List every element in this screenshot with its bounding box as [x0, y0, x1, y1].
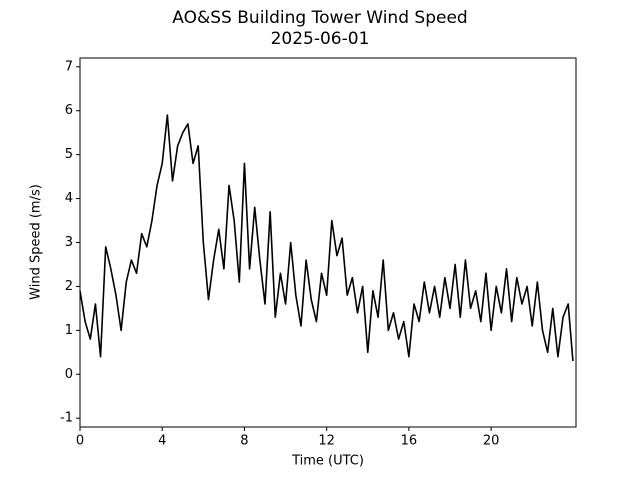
line	[79, 114, 574, 362]
y-axis-label: Wind Speed (m/s)	[29, 184, 44, 300]
y-tick-label: 7	[65, 59, 73, 74]
plot-frame	[79, 57, 577, 428]
x-axis-label: Time (UTC)	[291, 454, 364, 469]
x-tick-label: 12	[318, 434, 335, 449]
y-tick-label: 2	[65, 279, 73, 294]
y-tick-label: 4	[65, 191, 73, 206]
x-tick-label: 8	[240, 434, 248, 449]
x-tick-label: 16	[401, 434, 418, 449]
y-tick-label: 0	[65, 367, 73, 382]
y-tick-label: 3	[65, 235, 73, 250]
x-tick-label: 4	[158, 434, 166, 449]
x-tick-label: 20	[483, 434, 500, 449]
y-tick-label: -1	[60, 411, 73, 426]
chart-title: AO&SS Building Tower Wind Speed	[172, 8, 467, 28]
y-tick-label: 6	[65, 103, 73, 118]
chart-subtitle: 2025-06-01	[271, 29, 370, 49]
y-tick-label: 5	[65, 147, 73, 162]
x-tick-label: 0	[76, 434, 84, 449]
y-tick-label: 1	[65, 323, 73, 338]
